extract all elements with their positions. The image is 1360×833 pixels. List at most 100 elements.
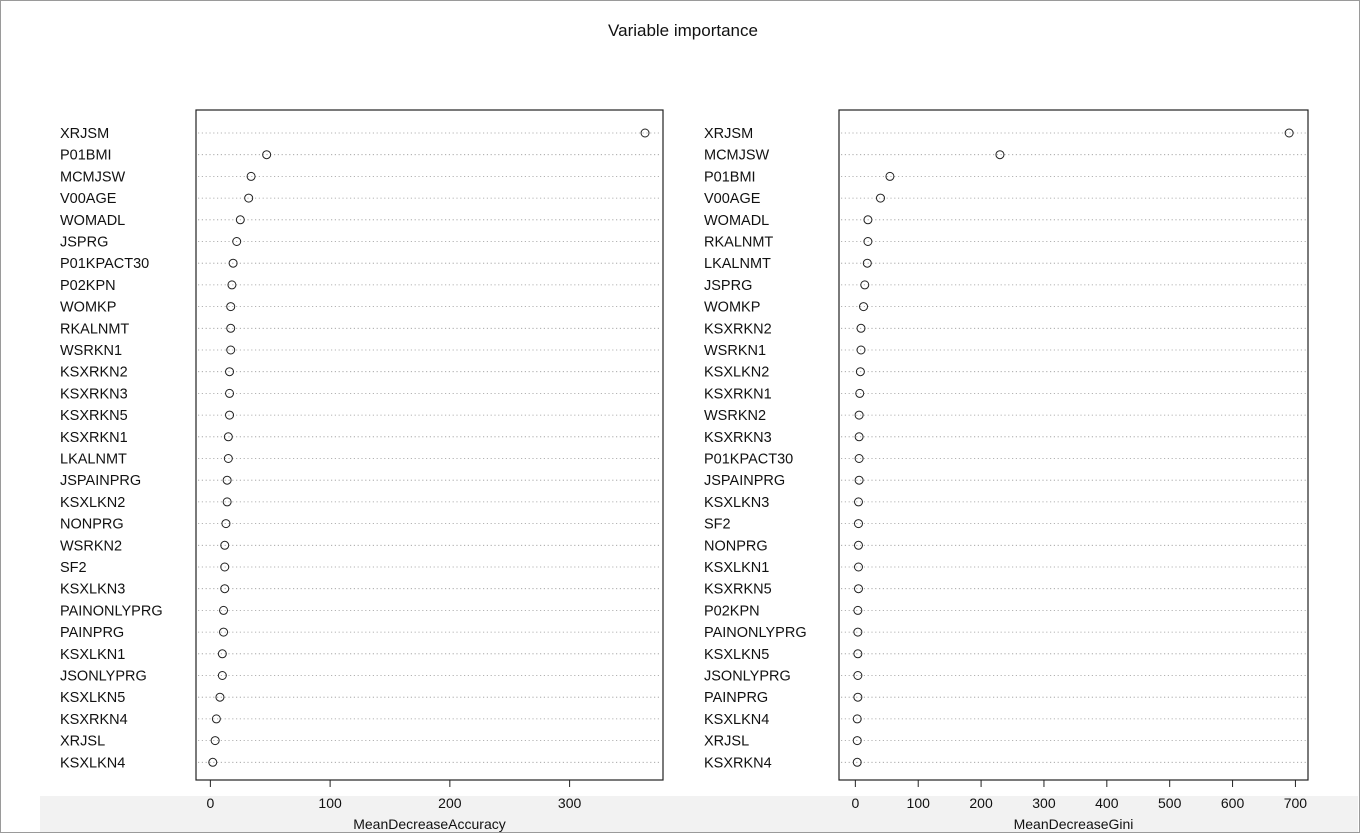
panel-mean-decrease-accuracy: XRJSM P01BMI MCMJSW V00AGE WOMADL JSPRG P01KPA… (60, 109, 664, 832)
data-point (854, 454, 864, 463)
variable-label: KSXRKN4 (704, 755, 772, 771)
data-point (855, 367, 865, 377)
data-point (856, 323, 866, 333)
variable-label: WSRKN2 (704, 408, 766, 424)
variable-label: P02KPN (60, 278, 116, 294)
variable-label: SF2 (704, 517, 731, 533)
data-point (228, 258, 238, 268)
data-point (211, 714, 221, 724)
data-point (640, 128, 650, 138)
variable-label: MCMJSW (704, 148, 770, 164)
variable-label: JSONLYPRG (704, 669, 791, 685)
x-axis: 0 100 200 300 (206, 779, 581, 811)
data-point (863, 237, 873, 246)
bottom-strip (40, 796, 1358, 832)
variable-label: PAINONLYPRG (704, 625, 807, 641)
x-tick-label: 100 (907, 795, 931, 811)
variable-label: KSXRKN2 (704, 321, 772, 337)
data-points (208, 128, 650, 767)
data-point (227, 280, 237, 290)
variable-label: KSXRKN4 (60, 712, 128, 728)
variable-label: KSXLKN3 (60, 582, 125, 598)
data-point (223, 454, 233, 463)
variable-label: RKALNMT (704, 235, 773, 251)
variable-label: WOMADL (704, 213, 769, 229)
data-point (244, 193, 254, 203)
data-point (219, 605, 229, 615)
variable-label: KSXLKN4 (704, 712, 769, 728)
data-point (853, 562, 863, 572)
variable-label: P01KPACT30 (704, 452, 793, 468)
data-point (215, 692, 225, 702)
variable-label: XRJSL (60, 734, 105, 750)
data-point (226, 345, 236, 355)
data-point (225, 367, 235, 377)
data-point (262, 150, 272, 160)
variable-label: WSRKN1 (704, 343, 766, 359)
variable-label: KSXLKN2 (704, 365, 769, 381)
data-point (852, 714, 862, 724)
panel-mean-decrease-gini: XRJSM MCMJSW P01BMI V00AGE WOMADL RKALNMT LKAL… (704, 109, 1309, 832)
data-point (208, 757, 218, 767)
data-point (217, 649, 227, 659)
data-point (860, 280, 870, 290)
variable-label: KSXLKN5 (704, 647, 769, 663)
data-point (854, 432, 864, 442)
data-point (854, 475, 864, 485)
data-point (219, 627, 229, 637)
variable-labels: XRJSM P01BMI MCMJSW V00AGE WOMADL JSPRG P01KPA… (60, 126, 163, 771)
data-point (220, 562, 230, 572)
data-point (854, 410, 864, 420)
data-point (885, 171, 895, 181)
data-point (853, 692, 863, 702)
variable-label: XRJSL (704, 734, 749, 750)
data-point (853, 540, 863, 550)
variable-label: KSXRKN3 (60, 386, 128, 402)
data-point (853, 671, 863, 680)
x-tick-label: 200 (438, 795, 462, 811)
variable-label: KSXLKN1 (60, 647, 125, 663)
data-point (232, 237, 242, 246)
variable-label: PAINPRG (704, 690, 768, 706)
data-point (1284, 128, 1294, 138)
variable-label: JSONLYPRG (60, 669, 147, 685)
data-point (863, 215, 873, 225)
data-point (220, 584, 230, 594)
data-point (853, 584, 863, 594)
data-point (853, 649, 863, 659)
data-point (852, 736, 862, 746)
grid-lines (198, 132, 661, 763)
x-tick-label: 0 (851, 795, 859, 811)
data-point (855, 388, 865, 398)
variable-label: KSXRKN3 (704, 430, 772, 446)
data-point (221, 519, 231, 529)
data-point (220, 540, 230, 550)
data-point (226, 302, 236, 312)
variable-label: KSXLKN5 (60, 690, 125, 706)
variable-label: JSPRG (704, 278, 752, 294)
variable-label: V00AGE (704, 191, 761, 207)
data-point (246, 171, 256, 181)
data-point (222, 497, 232, 507)
data-point (223, 432, 233, 442)
variable-label: P01KPACT30 (60, 256, 149, 272)
data-point (225, 388, 235, 398)
variable-label: PAINPRG (60, 625, 124, 641)
data-point (225, 410, 235, 420)
variable-label: XRJSM (60, 126, 109, 142)
x-tick-label: 700 (1284, 795, 1308, 811)
variable-label: P01BMI (704, 169, 756, 185)
variable-label: LKALNMT (60, 452, 127, 468)
plot-frame (838, 109, 1309, 781)
data-point (210, 736, 220, 746)
data-point (875, 193, 885, 203)
x-axis: 0 100 200 300 400 500 600 700 (851, 779, 1308, 811)
x-tick-label: 500 (1158, 795, 1182, 811)
data-point (856, 345, 866, 355)
variable-label: WOMADL (60, 213, 125, 229)
x-tick-label: 300 (1032, 795, 1056, 811)
data-point (852, 757, 862, 767)
variable-label: LKALNMT (704, 256, 771, 272)
data-point (853, 627, 863, 637)
